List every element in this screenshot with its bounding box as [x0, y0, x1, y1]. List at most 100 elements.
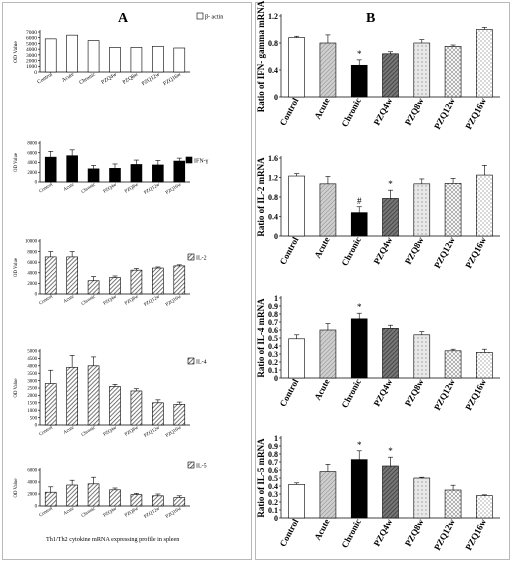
x-tick-label: PZQ16w — [165, 506, 183, 520]
significance-marker: * — [388, 446, 393, 456]
significance-marker: * — [357, 49, 362, 59]
y-tick-label: 0.5 — [268, 334, 278, 343]
x-tick-label: PZQ8w — [403, 377, 426, 408]
x-tick-label: Chronic — [81, 425, 97, 437]
y-tick-label: 2000 — [27, 171, 37, 176]
x-tick-label: PZQ16w — [463, 235, 488, 270]
bar — [350, 459, 368, 519]
bar — [130, 390, 143, 426]
bar — [476, 29, 493, 98]
bar — [413, 334, 431, 379]
bar — [413, 477, 431, 519]
y-tick-label: 0 — [274, 232, 278, 241]
legend-swatch — [196, 12, 204, 20]
legend-swatch — [187, 357, 195, 365]
bar — [66, 256, 78, 295]
x-tick-label: PZQ16w — [165, 294, 183, 308]
x-tick-label: PZQ8w — [124, 294, 140, 306]
significance-marker: * — [388, 179, 393, 189]
y-tick-label: 0.4 — [268, 212, 278, 221]
bar — [350, 64, 368, 98]
x-tick-label: Acute — [63, 506, 75, 516]
x-tick-label: Control — [36, 71, 54, 85]
y-tick-label: 3000 — [27, 379, 37, 384]
bar — [444, 489, 462, 519]
x-tick-label: Acute — [63, 294, 75, 304]
x-tick-label: PZQ8w — [124, 506, 140, 518]
significance-marker: * — [357, 440, 362, 450]
y-axis-label: Ratio of IL-2 mRNA — [256, 157, 266, 237]
bar — [87, 40, 100, 73]
y-axis-label: OD Value — [14, 258, 19, 277]
bar — [44, 256, 57, 295]
legend-label: IL-4 — [196, 360, 207, 366]
bar — [444, 350, 462, 379]
y-tick-label: 4500 — [27, 357, 37, 362]
panel-a-label: A — [118, 11, 129, 26]
bar — [350, 318, 368, 379]
x-tick-label: Control — [39, 425, 55, 437]
y-axis-label: OD Value — [14, 479, 19, 498]
bar — [319, 183, 337, 237]
y-tick-label: 5000 — [26, 41, 37, 47]
y-tick-label: 0 — [35, 424, 38, 429]
y-tick-label: 0.4 — [268, 342, 278, 351]
x-tick-label: PZQ4w — [372, 96, 395, 127]
bar — [288, 37, 305, 98]
y-tick-label: 3500 — [27, 372, 37, 377]
y-tick-label: 0.7 — [268, 458, 278, 467]
y-tick-label: 0 — [35, 293, 38, 298]
x-tick-label: PZQ8w — [122, 72, 140, 86]
x-tick-label: Acute — [312, 96, 331, 121]
x-tick-label: PZQ8w — [403, 235, 426, 266]
bar — [109, 168, 121, 183]
x-tick-label: Acute — [61, 71, 76, 83]
panel-b-label: B — [366, 11, 375, 26]
x-tick-label: PZQ16w — [165, 182, 183, 196]
x-tick-label: PZQ4w — [103, 425, 119, 437]
y-tick-label: 0 — [274, 374, 278, 383]
x-tick-label: PZQ16w — [463, 517, 488, 552]
bar — [152, 495, 164, 507]
y-axis-label: Ratio of IFN- gamma mRNA — [256, 0, 266, 112]
bar — [66, 366, 78, 426]
y-tick-label: 0.1 — [268, 366, 278, 375]
x-tick-label: Acute — [312, 377, 331, 402]
y-tick-label: 1000 — [27, 409, 37, 414]
bar — [66, 34, 78, 73]
y-tick-label: 0.9 — [268, 442, 278, 451]
x-tick-label: Chronic — [81, 294, 97, 306]
bar — [152, 267, 164, 295]
y-tick-label: 1000 — [26, 64, 37, 70]
x-tick-label: Acute — [312, 517, 331, 542]
x-tick-label: PZQ4w — [100, 72, 118, 86]
x-tick-label: PZQ16w — [162, 72, 182, 88]
y-tick-label: 0.4 — [268, 66, 278, 75]
legend-swatch — [187, 461, 195, 469]
y-axis-label: Ratio of IL-4 mRNA — [256, 298, 266, 378]
bar — [130, 269, 143, 295]
x-tick-label: Control — [278, 96, 301, 127]
bar — [476, 495, 493, 519]
x-tick-label: PZQ12w — [432, 235, 457, 270]
x-tick-label: PZQ4w — [372, 517, 395, 548]
bar — [476, 174, 493, 237]
bar — [382, 198, 399, 237]
bar — [413, 42, 431, 98]
x-tick-label: Chronic — [78, 71, 97, 86]
y-tick-label: 10000 — [25, 240, 38, 245]
x-tick-label: PZQ4w — [103, 506, 119, 518]
y-axis-label: OD Value — [14, 153, 19, 172]
x-tick-label: PZQ8w — [403, 517, 426, 548]
bar — [382, 328, 399, 379]
bar — [319, 329, 337, 379]
x-tick-label: PZQ4w — [372, 235, 395, 266]
y-tick-label: 2500 — [27, 387, 37, 392]
y-tick-label: 0 — [35, 505, 38, 510]
bar — [288, 338, 305, 379]
panel-b-frame — [255, 2, 510, 560]
bar — [382, 53, 399, 98]
x-tick-label: PZQ8w — [403, 96, 426, 127]
bar — [413, 183, 431, 237]
